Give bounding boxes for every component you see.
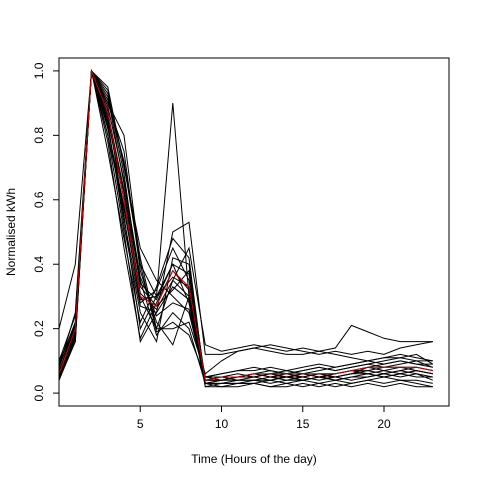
highlight-layer xyxy=(58,70,433,381)
x-axis: 5 10 15 20 xyxy=(137,406,391,431)
series-line-15 xyxy=(58,70,433,384)
x-axis-label: Time (Hours of the day) xyxy=(191,452,317,466)
y-axis-label: Normalised kWh xyxy=(4,188,18,276)
series-line-16 xyxy=(58,70,433,388)
y-tick-label-0.2: 0.2 xyxy=(32,320,46,337)
series-line-7 xyxy=(58,69,434,378)
y-tick-label-0.0: 0.0 xyxy=(32,384,46,401)
x-tick-label-20: 20 xyxy=(377,417,391,431)
plot-frame xyxy=(58,57,450,407)
series-line-19 xyxy=(58,70,433,384)
series-line-11 xyxy=(58,70,433,381)
y-axis: 0.0 0.2 0.4 0.6 0.8 1.0 xyxy=(32,62,59,401)
y-tick-label-0.4: 0.4 xyxy=(32,256,46,273)
x-tick-label-10: 10 xyxy=(215,417,229,431)
y-tick-label-0.8: 0.8 xyxy=(32,127,46,144)
highlight-series-line xyxy=(58,70,433,381)
x-tick-label-15: 15 xyxy=(296,417,310,431)
y-tick-label-0.6: 0.6 xyxy=(32,191,46,208)
series-line-17 xyxy=(58,69,433,378)
x-tick-label-5: 5 xyxy=(137,417,144,431)
y-tick-label-1.0: 1.0 xyxy=(32,62,46,79)
